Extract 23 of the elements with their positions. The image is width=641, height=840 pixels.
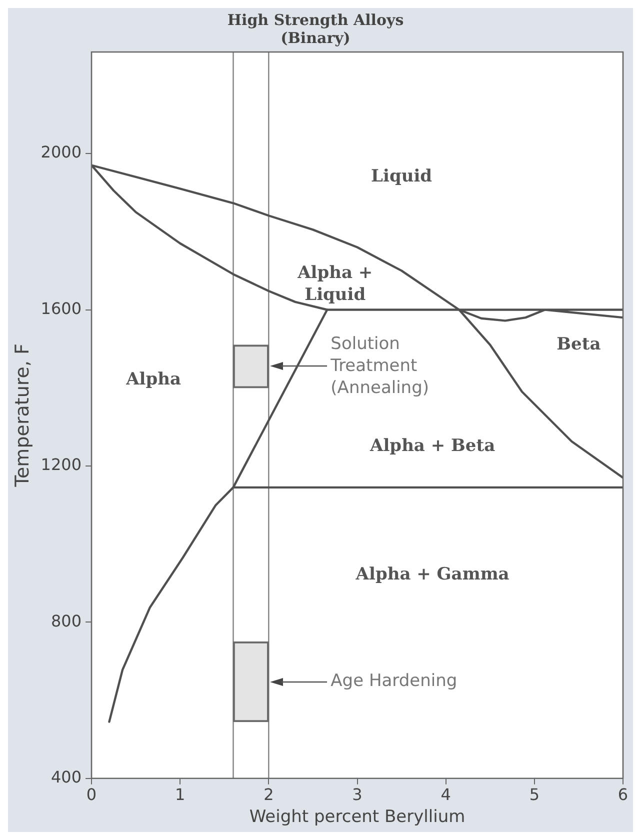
x-tick-label: 6	[618, 785, 628, 804]
annotation: Alpha + Beta	[369, 436, 496, 456]
annotation: Alpha + Liquid	[296, 262, 373, 305]
annotation: Liquid	[371, 166, 432, 186]
x-axis-title: Weight percent Beryllium	[249, 807, 466, 828]
chart-title: High Strength Alloys (Binary)	[227, 10, 404, 47]
annotation: Alpha + Gamma	[354, 564, 510, 585]
y-tick-label: 400	[50, 768, 82, 787]
y-tick-label: 800	[50, 611, 82, 630]
x-tick-label: 4	[440, 785, 451, 804]
annotation: Beta	[556, 334, 601, 354]
annotation: Alpha	[125, 369, 181, 390]
y-tick-label: 1600	[40, 298, 82, 318]
x-tick-label: 5	[529, 785, 540, 804]
y-axis-title: Temperature, F	[11, 344, 34, 488]
annotation: Age Hardening	[330, 671, 458, 692]
annotation: Solution Treatment (Annealing)	[330, 334, 430, 398]
x-tick-label: 2	[264, 785, 274, 804]
y-tick-label: 1200	[40, 455, 82, 474]
x-tick-label: 1	[175, 785, 186, 804]
x-tick-label: 0	[86, 785, 97, 804]
x-tick-label: 3	[352, 785, 362, 804]
y-tick-label: 2000	[40, 142, 82, 162]
